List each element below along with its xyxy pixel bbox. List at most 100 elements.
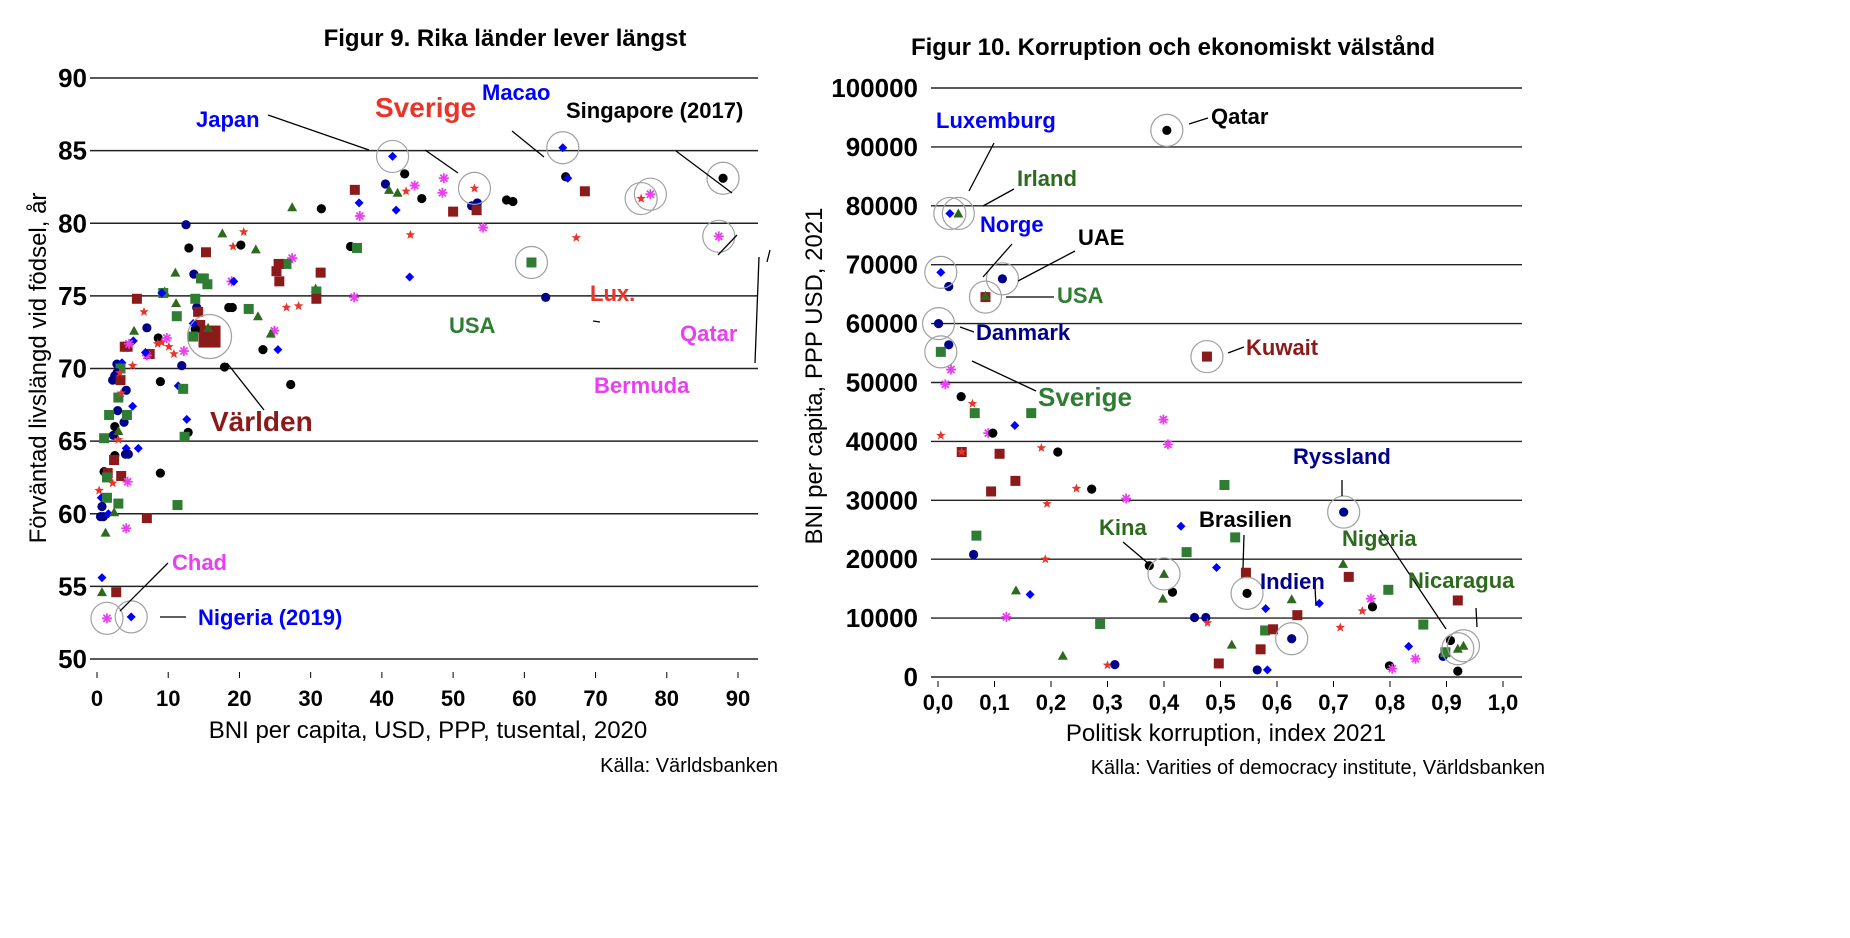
chart-corruption-income: Figur 10. Korruption och ekonomiskt väls… (801, 34, 1545, 779)
data-point-square (1418, 619, 1429, 630)
data-point-square (121, 409, 132, 420)
data-point-square (109, 455, 120, 466)
data-point-triangle (287, 202, 298, 212)
label-lux: Lux. (590, 281, 635, 306)
data-point-diamond (140, 348, 150, 358)
data-point-triangle (953, 208, 964, 218)
label-bermuda: Bermuda (594, 373, 690, 398)
chart2-title: Figur 10. Korruption och ekonomiskt väls… (911, 34, 1435, 61)
data-point-square (101, 472, 112, 483)
data-point-square (111, 587, 122, 598)
data-point-square (193, 306, 204, 317)
label-kina: Kina (1099, 515, 1147, 540)
leader-macao (511, 130, 545, 158)
leader-bermuda (754, 256, 760, 364)
data-point-star6 (478, 222, 489, 233)
highlight-circle (624, 181, 658, 216)
data-point-square (315, 267, 326, 278)
label-brasilien: Brasilien (1199, 507, 1292, 532)
data-point-star6 (122, 476, 133, 487)
leader-indien (1270, 645, 1315, 652)
highlight-circle (1446, 629, 1481, 663)
data-point-square (935, 346, 946, 357)
data-point-circle (219, 362, 230, 372)
data-point-star (293, 301, 304, 311)
leader-qatar (1188, 117, 1209, 125)
data-point-circle (1201, 612, 1211, 623)
x-tick-label: 70 (583, 686, 607, 711)
data-point-diamond (354, 198, 364, 208)
data-point-triangle (113, 425, 124, 435)
data-point-circle (933, 319, 944, 329)
data-point-square (141, 513, 152, 524)
x-tick-label: 50 (441, 686, 465, 711)
data-point-star6 (945, 364, 956, 375)
data-point-circle (1167, 587, 1178, 597)
data-point-square (202, 279, 213, 290)
data-point-square (1230, 532, 1241, 543)
data-point-star (1071, 483, 1082, 493)
x-tick-label: 0,7 (1318, 690, 1349, 715)
data-point-square (198, 273, 209, 284)
data-point-square (273, 258, 284, 269)
data-point-square (243, 303, 254, 314)
chart1-title: Figur 9. Rika länder lever längst (324, 25, 687, 52)
data-point-square (349, 184, 360, 195)
data-point-circle (153, 333, 163, 343)
data-point-star (957, 447, 967, 456)
data-point-star (107, 478, 118, 488)
data-point-triangle (129, 325, 140, 335)
leader-luxemburg (968, 142, 995, 192)
leader-indien-stub (1314, 586, 1317, 607)
data-point-square (1010, 475, 1021, 486)
data-point-diamond (1404, 641, 1414, 651)
chart2-source: Källa: Varities of democracy institute, … (1091, 757, 1545, 779)
data-point-diamond (558, 143, 568, 153)
y-tick-label: 55 (58, 571, 87, 601)
data-point-star6 (354, 210, 365, 221)
data-point-star6 (1387, 663, 1398, 674)
chart2-gridlines (931, 87, 1522, 678)
leader-brasilien (1242, 534, 1245, 569)
label-qatar: Qatar (680, 321, 738, 346)
label-singapore: Singapore (2017) (566, 98, 743, 123)
highlight-circle (924, 255, 958, 289)
data-point-diamond (945, 208, 955, 218)
data-point-triangle (1338, 558, 1349, 568)
chart1-y-axis-label: Förväntad livslängd vid födsel, år (25, 193, 52, 544)
chart2-points (933, 125, 1469, 676)
y-tick-label: 60 (58, 499, 87, 529)
data-point-diamond (1025, 590, 1035, 600)
leader-uae (1017, 250, 1076, 282)
y-tick-label: 50 (58, 644, 87, 674)
data-point-circle (142, 323, 152, 333)
x-tick-label: 0,4 (1149, 690, 1180, 715)
data-point-circle (177, 360, 187, 371)
data-point-circle (108, 375, 118, 385)
highlight-circle (633, 177, 667, 211)
chart2-x-axis-label: Politisk korruption, index 2021 (1066, 720, 1386, 747)
highlight-circle (375, 139, 410, 174)
data-point-square (1219, 479, 1230, 490)
chart2-highlight-circles (921, 113, 1481, 666)
data-point-star6 (1410, 653, 1421, 664)
data-point-square (178, 383, 189, 394)
leader-danmark (959, 326, 975, 333)
y-tick-label: 85 (58, 136, 87, 166)
data-point-circle (1162, 125, 1172, 136)
data-point-triangle (203, 322, 214, 332)
data-point-square (200, 247, 211, 258)
data-point-square (281, 258, 292, 269)
label-uae: UAE (1078, 225, 1124, 250)
y-tick-label: 70 (58, 354, 87, 384)
leader-sverige (424, 149, 459, 174)
data-point-circle (988, 428, 998, 438)
data-point-triangle (100, 527, 111, 537)
label-indien: Indien (1260, 569, 1325, 594)
x-tick-label: 60 (512, 686, 536, 711)
leader-irland (982, 188, 1015, 207)
highlight-circle (514, 245, 549, 280)
label-norge: Norge (980, 212, 1044, 237)
data-point-triangle (265, 328, 276, 338)
label-irland: Irland (1017, 166, 1077, 191)
